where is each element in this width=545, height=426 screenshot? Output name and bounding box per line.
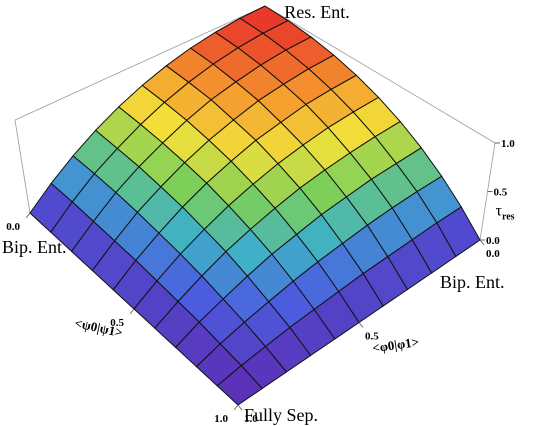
y-axis-label: <φ0|φ1> [371, 334, 420, 355]
box-edge [264, 5, 496, 144]
z-tick-label: 0.5 [494, 187, 508, 199]
z-tick-label: 1.0 [501, 138, 515, 150]
y-tick [237, 404, 243, 411]
y-tick-label: 1.0 [244, 413, 258, 425]
bounding-box [14, 5, 496, 241]
y-tick [358, 322, 364, 328]
x-tick-label: 1.0 [214, 413, 228, 425]
z-tick-label: 0.0 [486, 235, 500, 247]
corner-label: Fully Sep. [244, 405, 318, 425]
x-tick [25, 212, 31, 219]
y-tick-label: 0.5 [365, 331, 379, 343]
corner-label: Bip. Ent. [440, 272, 505, 292]
z-axis-label: τres [496, 203, 515, 223]
z-axis-symbol: τ [496, 203, 503, 220]
corner-label: Bip. Ent. [2, 237, 67, 257]
x-tick-label: 0.0 [6, 221, 20, 233]
box-edge [14, 5, 266, 121]
y-tick [479, 239, 485, 246]
x-tick [129, 308, 135, 315]
y-tick-label: 0.0 [486, 248, 500, 260]
corner-label: Res. Ent. [284, 2, 350, 22]
x-tick [233, 404, 239, 411]
x-tick-label: 0.5 [110, 317, 124, 329]
box-edge [14, 119, 31, 214]
labels: 0.00.51.00.00.51.00.00.51.0<ψ0|ψ1><φ0|φ1… [2, 2, 515, 425]
surface [29, 5, 481, 406]
z-axis-subscript: res [502, 212, 515, 223]
